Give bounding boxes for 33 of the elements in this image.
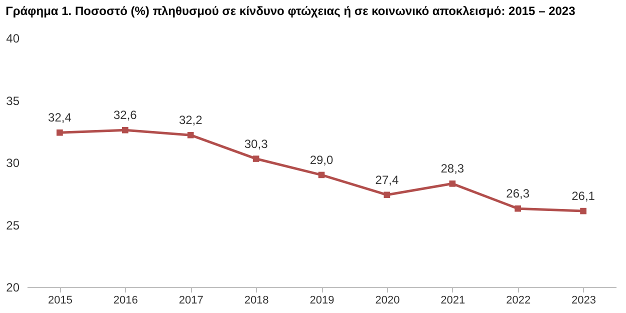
- point: [318, 172, 325, 178]
- data-label: 32,2: [178, 113, 203, 128]
- data-label: 30,3: [244, 136, 268, 151]
- point: [187, 132, 194, 138]
- data-label: 28,3: [440, 162, 464, 176]
- point: [514, 205, 521, 212]
- x-tick-label: 2017: [178, 294, 204, 306]
- y-tick-label: 25: [6, 218, 20, 232]
- x-tick-label: 2021: [440, 294, 466, 306]
- point: [384, 192, 390, 198]
- point: [122, 126, 128, 134]
- x-tick-label: 2020: [375, 294, 400, 306]
- point: [449, 180, 456, 187]
- x-tick-label: 2022: [506, 294, 531, 306]
- data-label: 27,4: [375, 172, 399, 187]
- point: [56, 129, 63, 136]
- x-tick-label: 2018: [244, 294, 269, 306]
- x-tick-label: 2015: [48, 294, 72, 306]
- x-tick-label: 2019: [310, 294, 334, 306]
- x-tick-label: 2023: [572, 294, 596, 306]
- y-tick-label: 35: [6, 94, 20, 108]
- y-tick-label: 40: [6, 32, 20, 46]
- point: [252, 156, 260, 162]
- chart-title: Γράφημα 1. Ποσοστό (%) πληθυσμού σε κίνδυνο φτώχειας ή σε κοινωνικό αποκλεισμό: 2015 – 2023: [6, 4, 576, 18]
- point: [580, 208, 586, 214]
- data-label: 26,1: [572, 189, 596, 204]
- y-tick-label: 20: [6, 280, 20, 294]
- data-label: 26,3: [506, 186, 530, 201]
- data-label: 32,6: [113, 108, 138, 122]
- x-tick-label: 2016: [113, 294, 138, 306]
- data-label: 32,4: [48, 110, 72, 125]
- y-tick-label: 30: [6, 156, 20, 170]
- data-label: 29,0: [310, 152, 334, 167]
